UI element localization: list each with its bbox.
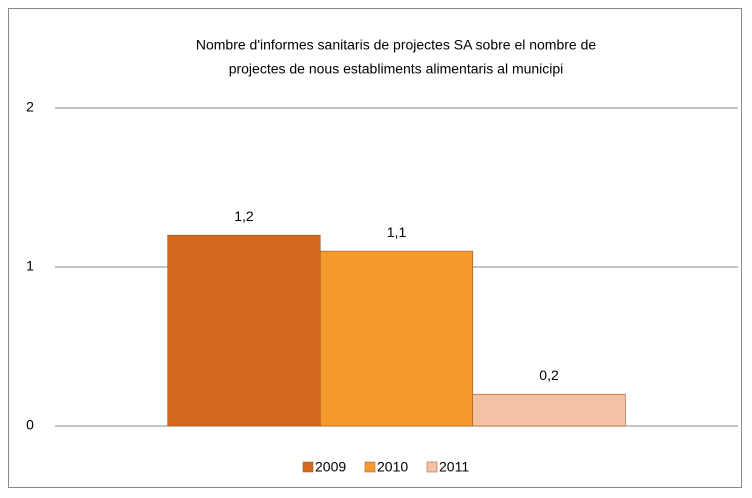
legend-swatch [426,461,438,473]
legend-label: 2011 [439,459,469,475]
y-tick-label: 0 [26,417,34,433]
legend-swatch [302,461,314,473]
legend-label: 2010 [377,459,408,475]
data-label: 1,2 [234,208,254,224]
y-tick-label: 1 [26,258,34,274]
bar [319,250,474,427]
data-label: 1,1 [387,224,407,240]
y-tick-label: 2 [26,99,34,115]
bar [167,234,321,427]
chart-title: projectes de nous establiments alimentar… [229,61,564,77]
bar [472,393,626,427]
legend-label: 2009 [315,459,346,475]
data-label: 0,2 [539,367,559,383]
legend-swatch [364,461,376,473]
chart-title: Nombre d'informes sanitaris de projectes… [196,37,597,53]
